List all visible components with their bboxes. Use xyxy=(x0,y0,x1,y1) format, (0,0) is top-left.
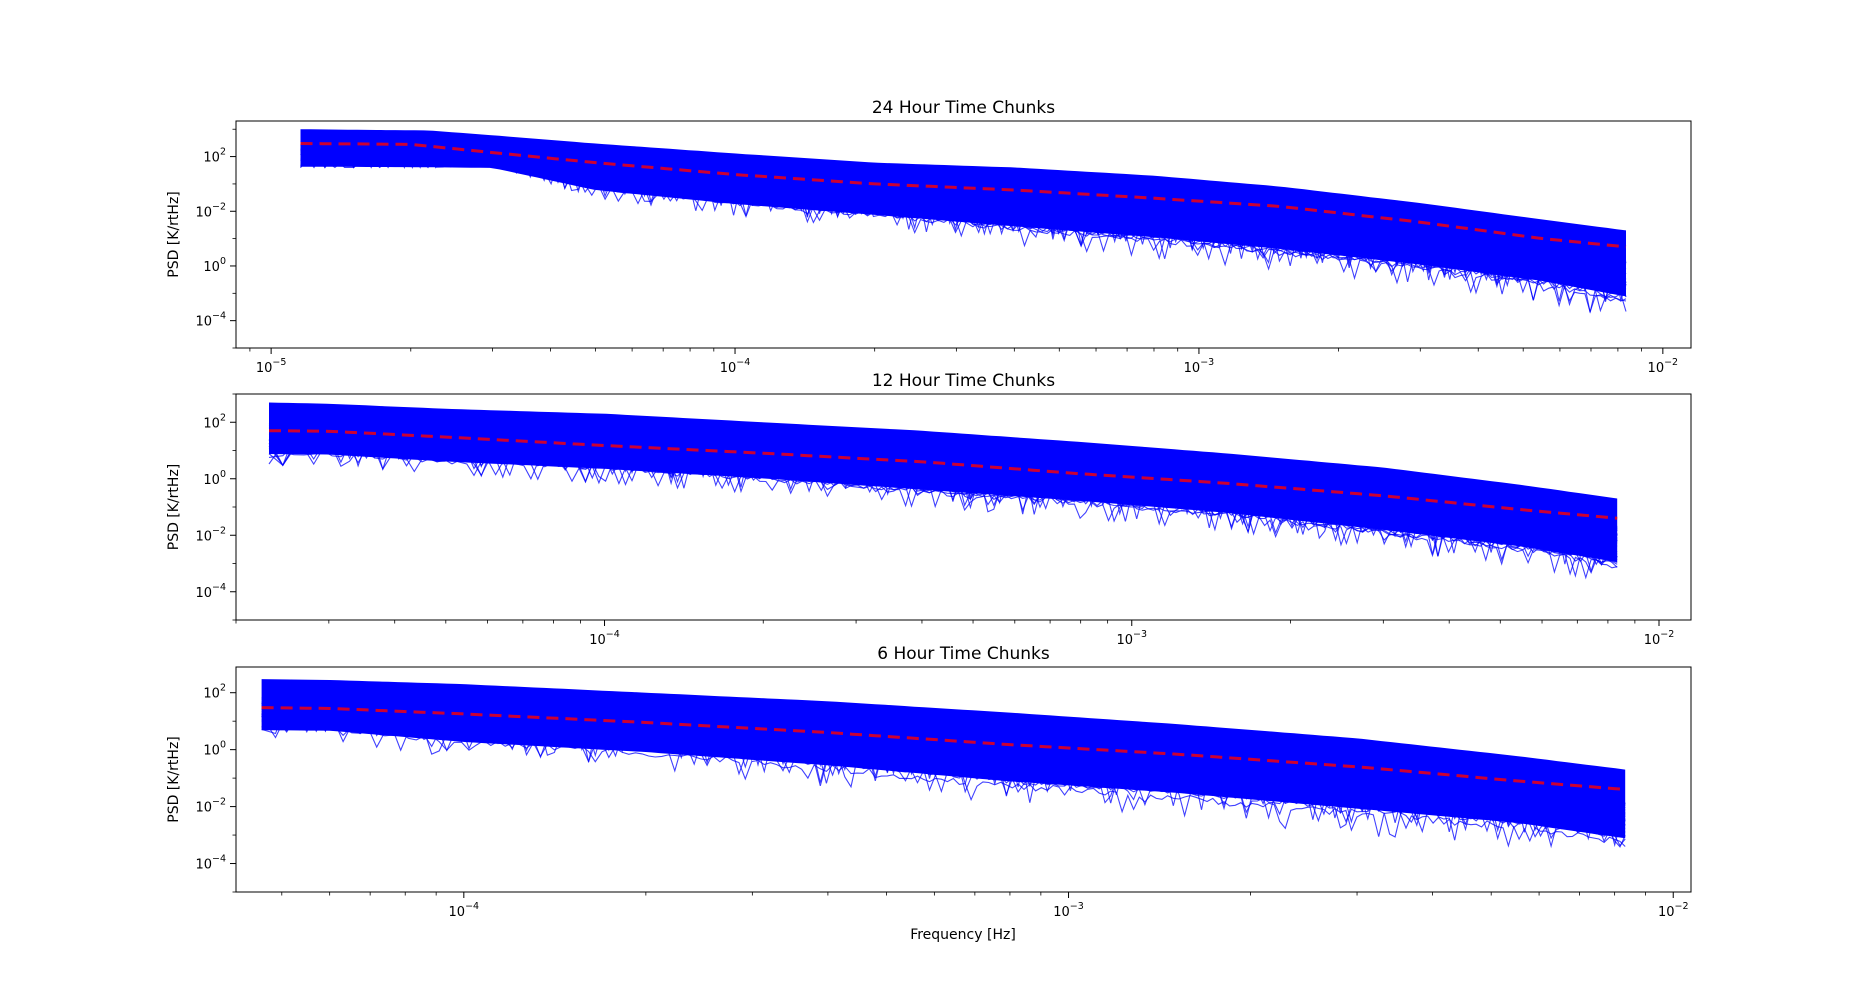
y-axis-label: PSD [K/rtHz] xyxy=(166,191,182,278)
psd-trace xyxy=(261,696,1626,821)
x-tick-label: 10−2 xyxy=(1658,901,1689,920)
y-tick-label: 10−2 xyxy=(195,797,226,816)
y-tick-label: 100 xyxy=(203,256,226,275)
psd-trace xyxy=(261,720,1626,849)
psd-trace xyxy=(300,155,1627,314)
y-axis-label: PSD [K/rtHz] xyxy=(166,736,182,823)
psd-traces xyxy=(300,129,1627,314)
psd-trace xyxy=(300,143,1627,275)
psd-trace xyxy=(300,155,1627,313)
psd-traces xyxy=(261,679,1626,849)
psd-trace xyxy=(261,697,1626,818)
psd-trace xyxy=(268,446,1618,565)
mean-psd-curve xyxy=(269,429,1618,520)
x-tick-label: 10−4 xyxy=(589,629,620,648)
x-tick-label: 10−3 xyxy=(1053,901,1084,920)
psd-traces xyxy=(268,402,1618,580)
subplot-title: 6 Hour Time Chunks xyxy=(877,644,1050,664)
psd-trace xyxy=(300,147,1627,293)
psd-trace xyxy=(268,443,1618,566)
psd-trace xyxy=(300,153,1627,307)
subplot-1: 24 Hour Time Chunks 10−5 10−4 10−3 10−2 10−4 1… xyxy=(166,98,1692,376)
psd-trace xyxy=(261,705,1626,829)
y-tick-label: 102 xyxy=(203,412,226,431)
psd-trace xyxy=(268,422,1618,549)
axes-frame xyxy=(235,120,1692,349)
y-tick-label: 10−2 xyxy=(195,201,226,220)
y-tick-label: 10−4 xyxy=(195,311,226,330)
x-tick-label: 10−3 xyxy=(1184,357,1215,376)
psd-trace xyxy=(261,711,1626,841)
subplot-2: 12 Hour Time Chunks 10−4 10−3 10−2 10−4 10−2 1… xyxy=(166,371,1692,648)
psd-trace xyxy=(268,423,1618,542)
psd-trace xyxy=(300,149,1627,290)
psd-trace xyxy=(261,724,1626,848)
psd-trace xyxy=(268,440,1618,557)
y-tick-label: 100 xyxy=(203,740,226,759)
x-tick-label: 10−5 xyxy=(256,357,287,376)
psd-trace xyxy=(261,710,1626,827)
psd-trace xyxy=(268,434,1618,565)
psd-trace xyxy=(268,422,1618,545)
x-tick-label: 10−2 xyxy=(1648,357,1679,376)
psd-trace xyxy=(261,713,1626,833)
mean-psd-curve xyxy=(300,142,1627,249)
y-tick-label: 102 xyxy=(203,147,226,166)
subplot-title: 12 Hour Time Chunks xyxy=(872,371,1055,391)
psd-trace xyxy=(300,143,1627,280)
psd-trace xyxy=(261,698,1626,810)
subplot-3: 6 Hour Time Chunks 10−4 10−3 10−2 10−4 10−2 10… xyxy=(166,644,1692,920)
psd-trace xyxy=(268,435,1618,550)
y-tick-label: 102 xyxy=(203,683,226,702)
x-tick-label: 10−4 xyxy=(449,901,480,920)
x-tick-label: 10−4 xyxy=(720,357,751,376)
axes-frame xyxy=(235,666,1692,893)
trace-envelope xyxy=(300,129,1626,297)
psd-trace xyxy=(268,447,1618,580)
y-axis-label: PSD [K/rtHz] xyxy=(166,464,182,551)
y-tick-label: 10−4 xyxy=(195,854,226,873)
psd-trace xyxy=(300,139,1627,273)
psd-trace xyxy=(300,155,1627,302)
psd-trace xyxy=(300,151,1627,302)
y-tick-label: 10−2 xyxy=(195,525,226,544)
y-tick-label: 10−4 xyxy=(195,582,226,601)
x-tick-label: 10−3 xyxy=(1116,629,1147,648)
psd-trace xyxy=(268,449,1618,575)
subplot-title: 24 Hour Time Chunks xyxy=(872,98,1055,118)
x-axis-label: Frequency [Hz] xyxy=(910,927,1016,943)
psd-trace xyxy=(300,139,1627,277)
psd-trace xyxy=(261,698,1626,805)
x-tick-label: 10−2 xyxy=(1644,629,1675,648)
y-tick-label: 100 xyxy=(203,469,226,488)
